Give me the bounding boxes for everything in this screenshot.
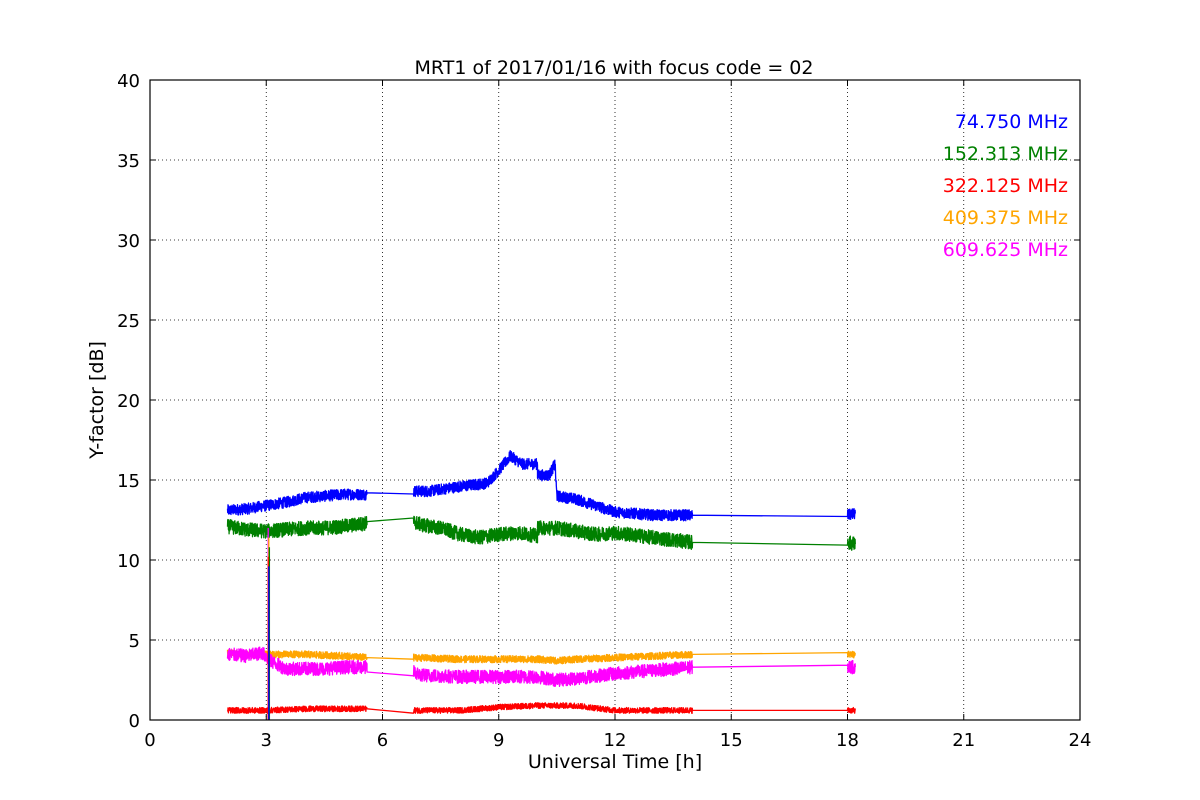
x-tick-label: 24 — [1069, 730, 1092, 751]
x-tick-label: 18 — [836, 730, 859, 751]
y-tick-label: 30 — [117, 231, 140, 252]
x-tick-label: 9 — [493, 730, 504, 751]
legend-entry: 609.625 MHz — [943, 239, 1068, 261]
y-tick-label: 40 — [117, 71, 140, 92]
plot-series — [226, 450, 856, 720]
x-axis-label: Universal Time [h] — [528, 751, 702, 773]
y-tick-label: 15 — [117, 471, 140, 492]
series-line — [226, 646, 856, 688]
series-line — [226, 515, 856, 551]
legend-entry: 409.375 MHz — [943, 207, 1068, 229]
series-line — [226, 702, 856, 714]
x-tick-label: 3 — [261, 730, 272, 751]
axis-ticks: 0 3 6 9 12 15 18 21 24 0 5 10 15 20 25 30 35 40 — [117, 71, 1091, 751]
y-tick-label: 0 — [129, 711, 140, 732]
x-tick-label: 15 — [720, 730, 743, 751]
x-tick-label: 0 — [144, 730, 155, 751]
legend-entry: 322.125 MHz — [943, 175, 1068, 197]
series-line — [226, 648, 856, 665]
legend: 74.750 MHz 152.313 MHz 322.125 MHz 409.375 … — [943, 111, 1068, 261]
y-tick-label: 20 — [117, 391, 140, 412]
series-line — [226, 450, 856, 522]
y-tick-label: 35 — [117, 151, 140, 172]
chart-title: MRT1 of 2017/01/16 with focus code = 02 — [415, 57, 814, 79]
y-axis-label: Y-factor [dB] — [86, 341, 108, 460]
x-tick-label: 12 — [604, 730, 627, 751]
y-tick-label: 10 — [117, 551, 140, 572]
y-tick-label: 5 — [129, 631, 140, 652]
legend-entry: 74.750 MHz — [955, 111, 1068, 133]
y-tick-label: 25 — [117, 311, 140, 332]
x-tick-label: 6 — [377, 730, 388, 751]
x-tick-label: 21 — [952, 730, 975, 751]
legend-entry: 152.313 MHz — [943, 143, 1068, 165]
grid — [150, 80, 1080, 720]
